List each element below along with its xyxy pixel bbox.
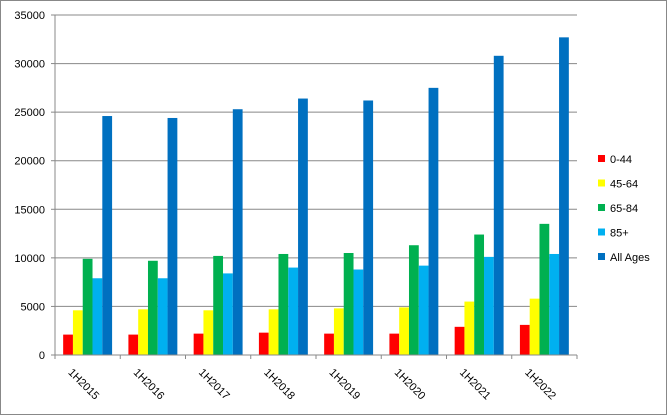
y-tick-label: 5000 (21, 301, 45, 313)
bar (138, 309, 148, 355)
legend-label: All Ages (610, 252, 650, 264)
bar (418, 265, 429, 355)
bar (298, 98, 308, 356)
legend-label: 0-44 (610, 154, 632, 166)
bar (353, 269, 364, 355)
bar (82, 258, 93, 355)
bar (102, 116, 113, 356)
legend-swatch (598, 179, 605, 187)
bar (343, 253, 354, 355)
bar (213, 255, 224, 355)
legend-label: 85+ (610, 228, 629, 240)
bar (559, 37, 569, 355)
legend-swatch (598, 253, 605, 260)
bar (128, 334, 139, 355)
legend-swatch (598, 228, 605, 236)
bar (464, 301, 475, 355)
bar (399, 307, 409, 355)
bar (529, 298, 540, 355)
y-tick-label: 25000 (14, 107, 45, 119)
legend-swatch (598, 155, 605, 162)
bar (408, 245, 419, 355)
bar (324, 333, 334, 355)
bar (268, 309, 279, 355)
bar (454, 326, 465, 355)
bar (232, 109, 243, 355)
y-tick-label: 20000 (14, 156, 45, 168)
bar (223, 273, 233, 355)
bar (167, 117, 178, 355)
bar (389, 333, 400, 355)
bar (258, 332, 269, 355)
bar (333, 308, 344, 355)
legend-swatch (598, 204, 605, 211)
bar (539, 223, 550, 355)
y-tick-label: 35000 (14, 10, 45, 22)
bar (203, 310, 214, 355)
bar (193, 333, 204, 355)
y-tick-label: 15000 (14, 204, 45, 216)
bar (493, 55, 504, 356)
y-tick-label: 30000 (14, 59, 45, 71)
legend-label: 65-84 (610, 203, 638, 215)
bar (363, 100, 374, 355)
bar (278, 253, 289, 355)
bar (288, 267, 299, 355)
bar (549, 253, 560, 355)
bar (474, 234, 485, 355)
bar (92, 278, 103, 355)
bar (519, 324, 530, 355)
legend-label: 45-64 (610, 179, 638, 191)
bar (157, 278, 168, 355)
bar (147, 260, 158, 355)
y-tick-label: 0 (39, 350, 45, 362)
bar (72, 310, 83, 355)
bar (428, 87, 439, 355)
bar (63, 334, 73, 355)
y-tick-label: 10000 (14, 253, 45, 265)
bar (484, 256, 494, 355)
